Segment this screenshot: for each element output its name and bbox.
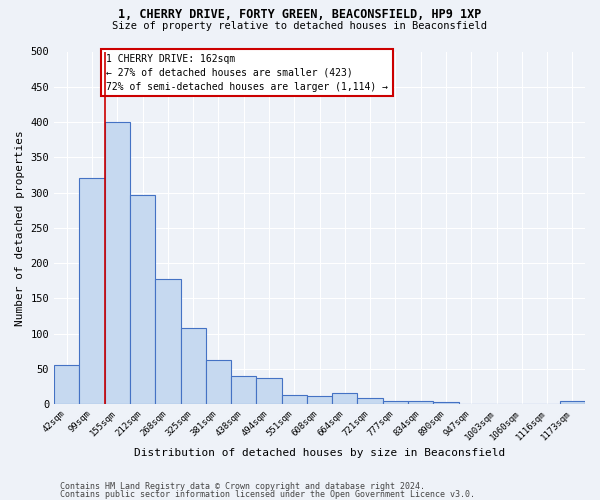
Text: Contains HM Land Registry data © Crown copyright and database right 2024.: Contains HM Land Registry data © Crown c… bbox=[60, 482, 425, 491]
Bar bbox=[181, 328, 206, 404]
Bar bbox=[560, 400, 585, 404]
Text: 1 CHERRY DRIVE: 162sqm
← 27% of detached houses are smaller (423)
72% of semi-de: 1 CHERRY DRIVE: 162sqm ← 27% of detached… bbox=[106, 54, 388, 92]
Bar bbox=[281, 395, 307, 404]
Bar bbox=[206, 360, 231, 404]
Bar bbox=[54, 366, 79, 404]
Text: 1, CHERRY DRIVE, FORTY GREEN, BEACONSFIELD, HP9 1XP: 1, CHERRY DRIVE, FORTY GREEN, BEACONSFIE… bbox=[118, 8, 482, 20]
Text: Contains public sector information licensed under the Open Government Licence v3: Contains public sector information licen… bbox=[60, 490, 475, 499]
Bar bbox=[307, 396, 332, 404]
Bar bbox=[231, 376, 256, 404]
Bar bbox=[155, 280, 181, 404]
Bar bbox=[130, 194, 155, 404]
Text: Size of property relative to detached houses in Beaconsfield: Size of property relative to detached ho… bbox=[113, 21, 487, 31]
Y-axis label: Number of detached properties: Number of detached properties bbox=[15, 130, 25, 326]
Bar bbox=[105, 122, 130, 404]
Bar bbox=[332, 393, 358, 404]
Bar bbox=[383, 400, 408, 404]
X-axis label: Distribution of detached houses by size in Beaconsfield: Distribution of detached houses by size … bbox=[134, 448, 505, 458]
Bar bbox=[358, 398, 383, 404]
Bar bbox=[433, 402, 458, 404]
Bar bbox=[79, 178, 105, 404]
Bar bbox=[256, 378, 281, 404]
Bar bbox=[408, 402, 433, 404]
